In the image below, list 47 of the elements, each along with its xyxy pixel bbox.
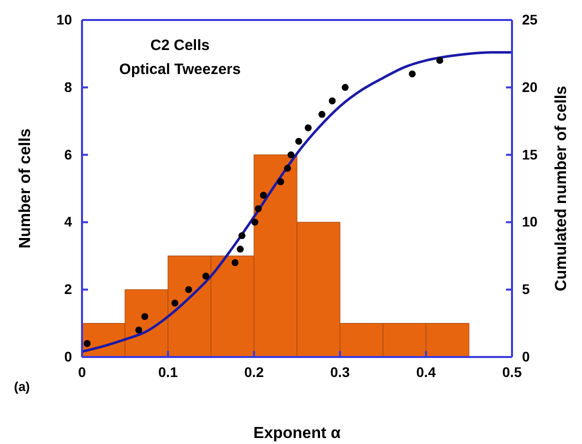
x-tick-label: 0.5 <box>502 364 522 380</box>
point <box>328 97 336 104</box>
annotation: C2 Cells <box>150 37 210 54</box>
point <box>288 151 294 158</box>
y2-axis-title: Cumulated number of cells <box>553 86 570 292</box>
x-tick-label: 0.4 <box>416 364 436 380</box>
point <box>277 178 284 186</box>
text: (a) <box>14 379 30 394</box>
y2-tick-label: 0 <box>522 348 530 364</box>
y-tick-label: 2 <box>64 281 72 298</box>
point <box>238 232 246 240</box>
x-tick-label: 0.3 <box>330 364 350 380</box>
point <box>408 70 416 78</box>
annotation: Optical Tweezers <box>119 61 241 78</box>
y-tick-label: 4 <box>64 214 72 230</box>
point <box>171 300 178 307</box>
point <box>284 164 292 172</box>
y-tick-label: 0 <box>64 348 72 364</box>
y2-tick-label: 20 <box>522 78 538 95</box>
y-axis-title: Number of cells <box>17 128 34 249</box>
point <box>304 124 312 132</box>
y2-tick-label: 5 <box>522 281 530 298</box>
point <box>236 246 244 253</box>
y2-tick-label: 25 <box>522 11 538 28</box>
point <box>185 286 192 294</box>
x-tick-label: 0 <box>78 364 86 380</box>
point <box>436 56 444 64</box>
x-tick-label: 0.2 <box>244 364 264 380</box>
point <box>318 110 326 118</box>
x-tick-label: 0.1 <box>158 364 178 380</box>
point <box>251 218 258 226</box>
point <box>254 205 262 212</box>
point <box>260 192 267 199</box>
point <box>295 138 302 145</box>
point <box>84 340 91 347</box>
line-series <box>80 51 514 353</box>
point <box>141 313 148 320</box>
point <box>342 84 349 91</box>
y2-tick-label: 10 <box>522 214 538 230</box>
x-axis-title: Exponent α <box>253 425 341 442</box>
point <box>202 272 210 280</box>
y-tick-label: 10 <box>56 11 72 28</box>
y2-tick-label: 15 <box>522 146 538 162</box>
y-tick-label: 8 <box>64 78 72 95</box>
point <box>232 259 239 266</box>
point <box>135 326 142 334</box>
y-tick-label: 6 <box>64 146 72 162</box>
